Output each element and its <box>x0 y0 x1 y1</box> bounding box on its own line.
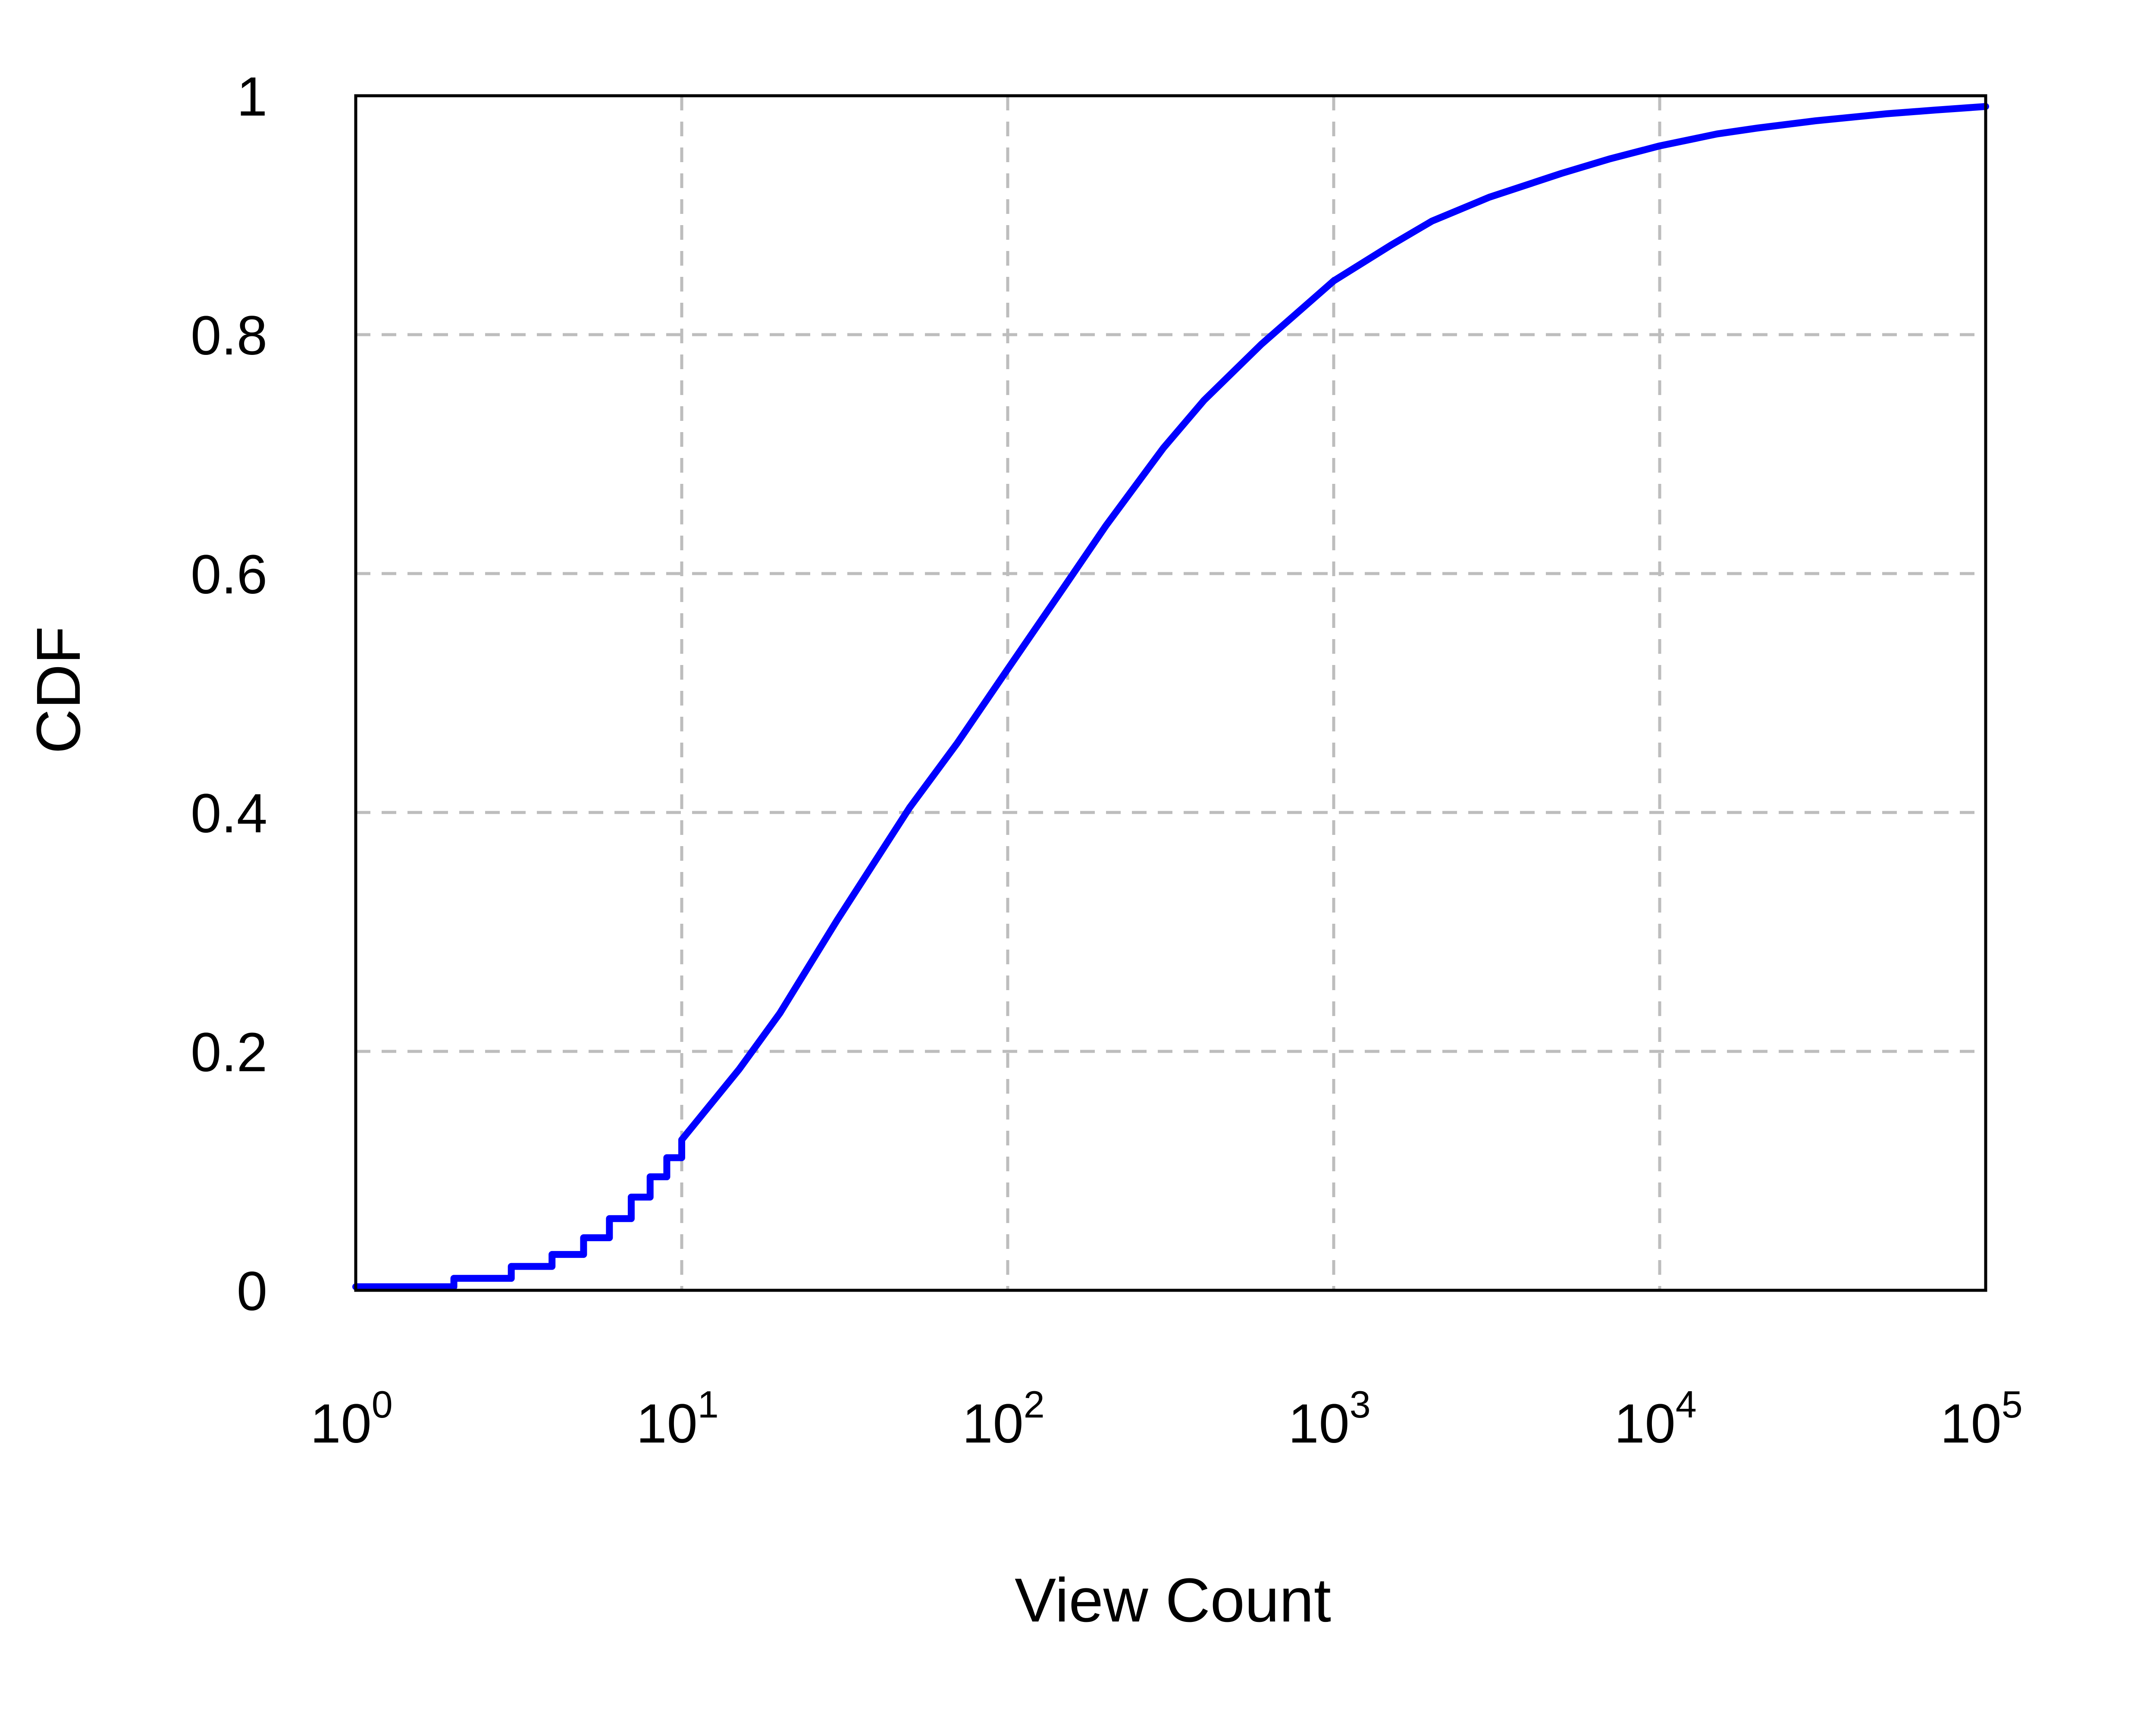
y-tick-label-0: 0 <box>237 1261 267 1322</box>
y-axis-title: CDF <box>24 626 93 754</box>
svg-text:101: 101 <box>636 1383 718 1455</box>
x-tick-base: 10 <box>1288 1393 1349 1455</box>
x-tick-label-4: 104 <box>1614 1383 1696 1455</box>
x-tick-exponent: 4 <box>1676 1383 1697 1426</box>
svg-text:103: 103 <box>1288 1383 1370 1455</box>
plot-frame <box>354 94 1987 1292</box>
x-tick-exponent: 3 <box>1350 1383 1371 1426</box>
x-tick-label-1: 101 <box>636 1383 718 1455</box>
y-tick-labels: 0 0.2 0.4 0.6 0.8 1 <box>191 66 267 1322</box>
x-tick-base: 10 <box>1614 1393 1675 1455</box>
series-line-0 <box>352 103 1989 1290</box>
x-tick-base: 10 <box>962 1393 1023 1455</box>
x-tick-base: 10 <box>1940 1393 2001 1455</box>
x-tick-exponent: 0 <box>372 1383 393 1426</box>
x-tick-base: 10 <box>310 1393 371 1455</box>
x-tick-base: 10 <box>636 1393 697 1455</box>
x-axis-title: View Count <box>1015 1565 1331 1635</box>
svg-text:100: 100 <box>310 1383 392 1455</box>
x-tick-label-0: 100 <box>310 1383 392 1455</box>
x-tick-label-5: 105 <box>1940 1383 2022 1455</box>
svg-text:102: 102 <box>962 1383 1044 1455</box>
y-tick-label-2: 0.4 <box>191 783 267 844</box>
y-tick-label-4: 0.8 <box>191 305 267 367</box>
x-tick-exponent: 1 <box>698 1383 719 1426</box>
x-tick-exponent: 2 <box>1024 1383 1045 1426</box>
x-tick-label-3: 103 <box>1288 1383 1370 1455</box>
grid <box>356 96 1986 1290</box>
svg-text:105: 105 <box>1940 1383 2022 1455</box>
y-tick-label-3: 0.6 <box>191 544 267 605</box>
x-tick-labels: 100 101 102 103 104 105 <box>310 1383 2022 1455</box>
x-tick-label-2: 102 <box>962 1383 1044 1455</box>
x-tick-exponent: 5 <box>2002 1383 2023 1426</box>
y-tick-label-1: 0.2 <box>191 1022 267 1083</box>
svg-text:104: 104 <box>1614 1383 1696 1455</box>
y-tick-label-5: 1 <box>237 66 267 128</box>
series-layer <box>352 103 1989 1290</box>
